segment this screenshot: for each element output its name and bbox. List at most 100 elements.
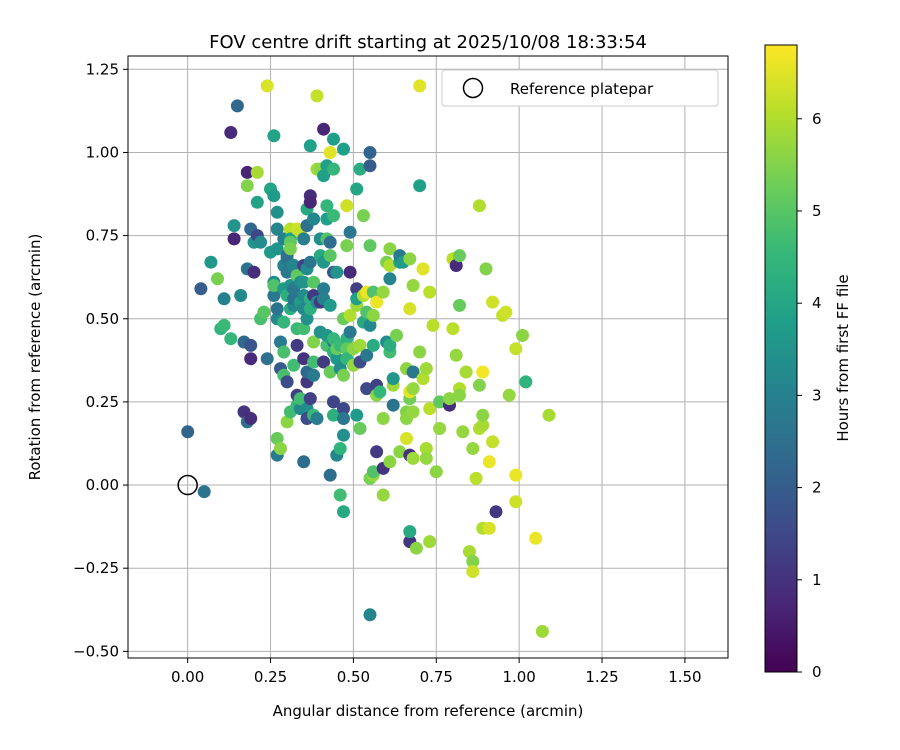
data-point xyxy=(476,365,490,379)
data-point xyxy=(416,372,430,386)
data-point xyxy=(323,146,337,159)
data-point xyxy=(274,442,287,455)
data-point xyxy=(366,338,380,352)
data-point xyxy=(340,199,354,213)
data-point xyxy=(453,249,466,263)
data-point xyxy=(217,318,231,332)
data-point xyxy=(303,392,317,406)
data-point xyxy=(270,222,284,236)
data-point xyxy=(317,282,331,296)
data-point xyxy=(227,219,241,233)
data-point xyxy=(250,165,264,179)
data-point xyxy=(376,488,390,502)
data-point xyxy=(423,535,437,549)
data-point xyxy=(373,385,387,399)
x-tick-label: 0.75 xyxy=(420,668,453,686)
x-axis-label: Angular distance from reference (arcmin) xyxy=(273,702,584,720)
data-point xyxy=(446,322,460,336)
data-point xyxy=(270,432,284,445)
data-point xyxy=(453,388,466,402)
data-point xyxy=(197,485,211,499)
data-point xyxy=(482,521,496,535)
data-point xyxy=(181,425,195,439)
data-point xyxy=(303,255,317,269)
data-point xyxy=(383,272,397,286)
data-point xyxy=(360,348,374,362)
y-tick-label: 0.25 xyxy=(86,393,119,411)
data-point xyxy=(224,126,238,139)
y-tick-label: 0.50 xyxy=(86,310,119,328)
data-point xyxy=(323,249,337,263)
data-point xyxy=(280,415,294,429)
data-point xyxy=(274,335,287,349)
colorbar-tick-label: 0 xyxy=(812,663,822,681)
legend-marker-icon xyxy=(462,77,484,99)
data-point xyxy=(363,608,377,622)
x-tick-label: 0.00 xyxy=(171,668,204,686)
data-point xyxy=(486,435,500,449)
data-point xyxy=(277,315,291,329)
data-point xyxy=(535,624,549,638)
legend-box xyxy=(441,69,719,107)
data-point xyxy=(406,451,420,465)
data-point xyxy=(327,408,340,422)
colorbar-tick-label: 6 xyxy=(812,110,822,128)
data-point xyxy=(462,545,476,559)
data-point xyxy=(456,425,470,439)
data-point xyxy=(529,531,543,545)
data-point xyxy=(403,302,417,316)
data-point xyxy=(327,209,340,223)
data-point xyxy=(472,199,486,213)
data-point xyxy=(297,352,311,366)
data-point xyxy=(204,255,218,269)
data-point xyxy=(330,352,344,366)
data-point xyxy=(376,285,390,299)
data-point xyxy=(333,488,347,502)
data-point xyxy=(303,195,317,209)
data-point xyxy=(360,382,374,396)
data-point xyxy=(390,328,403,342)
data-point xyxy=(217,292,231,306)
data-point xyxy=(383,259,397,272)
legend: Reference platepar xyxy=(441,69,719,107)
data-point xyxy=(307,335,321,349)
colorbar-tick-label: 3 xyxy=(812,386,822,404)
data-point xyxy=(244,352,258,366)
data-point xyxy=(419,451,433,465)
data-point xyxy=(244,338,258,352)
colorbar-tick-label: 4 xyxy=(812,294,822,312)
x-tick-label: 1.50 xyxy=(668,668,701,686)
data-point xyxy=(270,242,284,256)
colorbar-tick-label: 1 xyxy=(812,571,822,589)
data-point xyxy=(333,442,347,455)
data-point xyxy=(240,179,254,193)
data-point xyxy=(406,405,420,419)
data-point xyxy=(363,159,377,173)
data-point xyxy=(469,471,483,485)
y-axis-label: Rotation from reference (arcmin) xyxy=(26,234,44,481)
data-point xyxy=(230,99,244,113)
data-point xyxy=(327,162,340,176)
data-point xyxy=(303,139,317,153)
data-point xyxy=(283,242,297,256)
data-point xyxy=(466,555,480,568)
data-point xyxy=(443,392,456,406)
data-point xyxy=(449,348,463,362)
data-point xyxy=(403,525,417,539)
data-point xyxy=(337,142,350,156)
data-point xyxy=(317,355,331,369)
data-point xyxy=(459,365,473,379)
data-point xyxy=(406,279,420,292)
y-tick-label: 0.75 xyxy=(86,227,119,245)
data-point xyxy=(287,259,301,272)
data-point xyxy=(482,455,496,469)
data-point xyxy=(337,428,350,442)
data-point xyxy=(250,195,264,209)
data-point xyxy=(260,79,274,93)
data-point xyxy=(287,358,301,372)
data-point xyxy=(386,372,400,386)
data-point xyxy=(453,298,466,312)
data-point xyxy=(489,505,503,519)
data-point xyxy=(267,189,281,203)
data-point xyxy=(310,412,324,425)
